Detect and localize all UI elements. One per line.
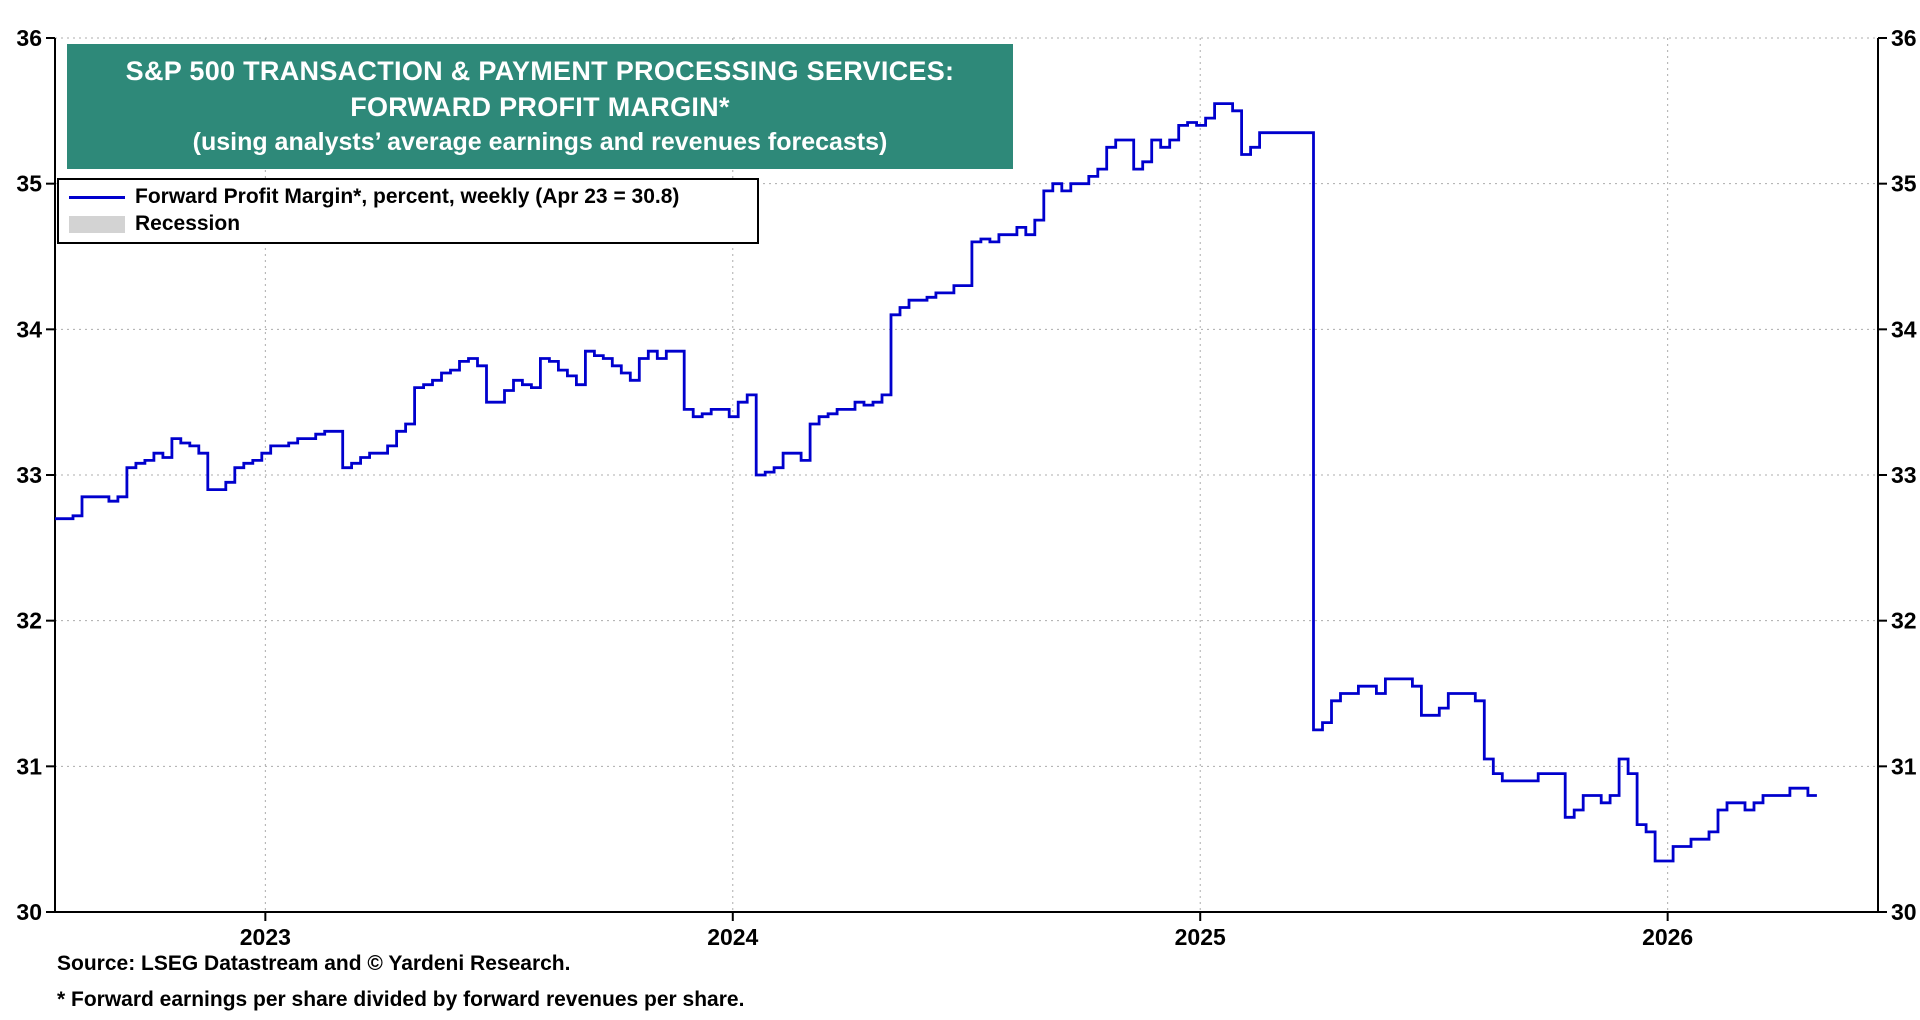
x-axis-label: 2026 — [1642, 924, 1693, 950]
gridlines — [55, 37, 1878, 912]
series-legend-label: Forward Profit Margin*, percent, weekly … — [135, 185, 680, 208]
chart-title-line1: S&P 500 TRANSACTION & PAYMENT PROCESSING… — [125, 56, 955, 86]
legend-row-series: Forward Profit Margin*, percent, weekly … — [69, 185, 747, 209]
y-axis-label-left: 35 — [16, 171, 42, 197]
y-axis-label-right: 34 — [1891, 316, 1917, 342]
chart-title-line2: FORWARD PROFIT MARGIN* — [350, 92, 730, 122]
y-axis-label-right: 36 — [1891, 25, 1917, 51]
series-line-swatch — [69, 195, 125, 199]
axes — [46, 37, 1887, 921]
legend: Forward Profit Margin*, percent, weekly … — [57, 178, 759, 244]
chart-subtitle: (using analysts’ average earnings and re… — [192, 128, 888, 156]
y-axis-label-right: 33 — [1891, 462, 1917, 488]
legend-row-recession: Recession — [69, 212, 747, 236]
y-axis-label-left: 33 — [16, 462, 42, 488]
x-axis-label: 2023 — [240, 924, 291, 950]
y-axis-label-right: 32 — [1891, 608, 1917, 634]
recession-swatch — [69, 215, 125, 233]
y-axis-label-right: 35 — [1891, 171, 1917, 197]
y-axis-label-left: 31 — [16, 753, 42, 779]
forward-profit-margin-line — [55, 102, 1817, 863]
x-axis-label: 2024 — [707, 924, 758, 950]
y-axis-label-right: 30 — [1891, 899, 1917, 925]
source-note: Source: LSEG Datastream and © Yardeni Re… — [57, 952, 571, 975]
recession-legend-label: Recession — [135, 212, 241, 235]
y-axis-label-left: 34 — [16, 316, 42, 342]
axis-labels: 30 30 31 31 32 32 33 33 34 34 35 35 36 36 2023 2024 2025… — [16, 25, 1916, 950]
y-axis-label-left: 36 — [16, 25, 42, 51]
x-axis-label: 2025 — [1175, 924, 1226, 950]
y-axis-label-right: 31 — [1891, 753, 1917, 779]
chart-title-box: S&P 500 TRANSACTION & PAYMENT PROCESSING… — [67, 44, 1013, 169]
y-axis-label-left: 30 — [16, 899, 42, 925]
y-axis-label-left: 32 — [16, 608, 42, 634]
footnote: * Forward earnings per share divided by … — [57, 988, 745, 1011]
